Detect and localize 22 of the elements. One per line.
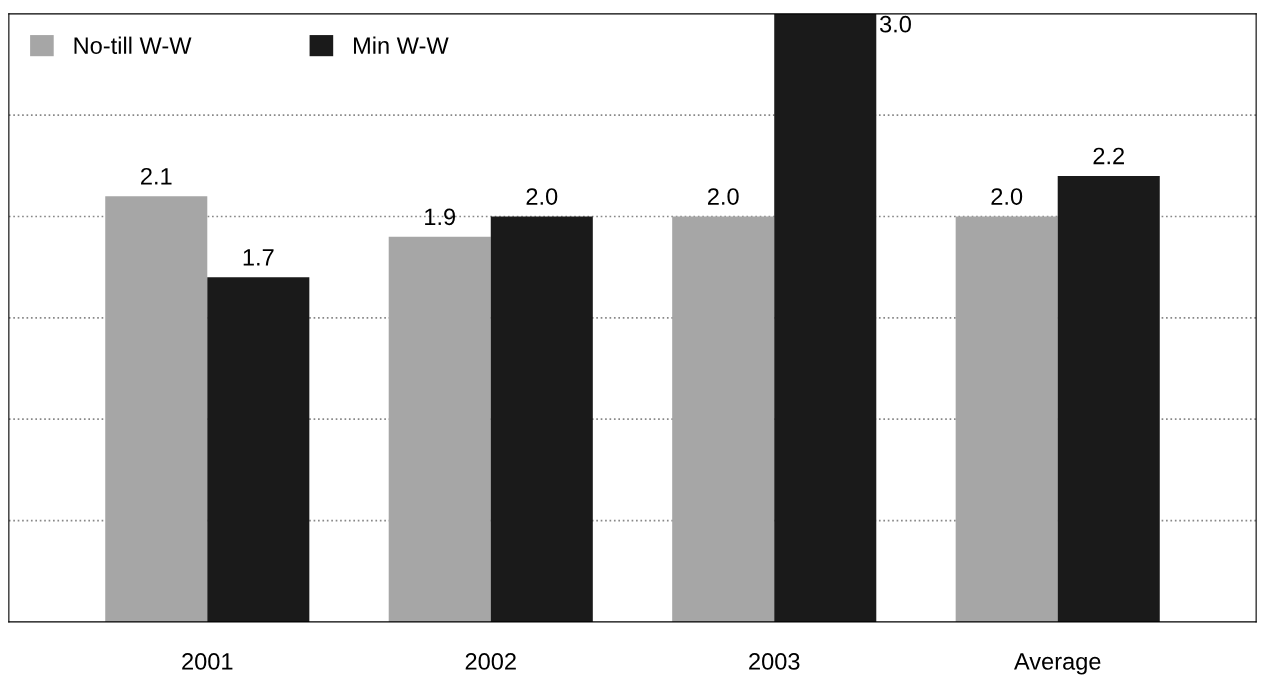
data-label: 1.9: [425, 208, 456, 226]
data-label: 2.0: [991, 188, 1023, 205]
data-label: 3.0: [879, 15, 911, 33]
bar: [388, 236, 491, 622]
x-tick-label: 2002: [465, 653, 516, 670]
data-label: 2.0: [707, 188, 739, 205]
legend-label: Min W-W: [354, 36, 449, 54]
x-tick-label: 2003: [749, 653, 800, 670]
data-label: 2.0: [526, 188, 558, 205]
data-label: 1.7: [243, 249, 274, 266]
bar: [774, 13, 877, 622]
bar: [490, 216, 593, 622]
bar: [207, 277, 310, 622]
bar: [672, 216, 775, 622]
data-label: 2.2: [1093, 147, 1124, 165]
bar: [105, 196, 208, 622]
data-label: 2.1: [141, 167, 172, 185]
x-tick-label: 2001: [182, 653, 233, 670]
bar: [1057, 175, 1160, 622]
bar: [955, 216, 1058, 622]
legend-label: No-till W-W: [74, 36, 192, 54]
x-tick-label: Average: [1014, 653, 1101, 675]
